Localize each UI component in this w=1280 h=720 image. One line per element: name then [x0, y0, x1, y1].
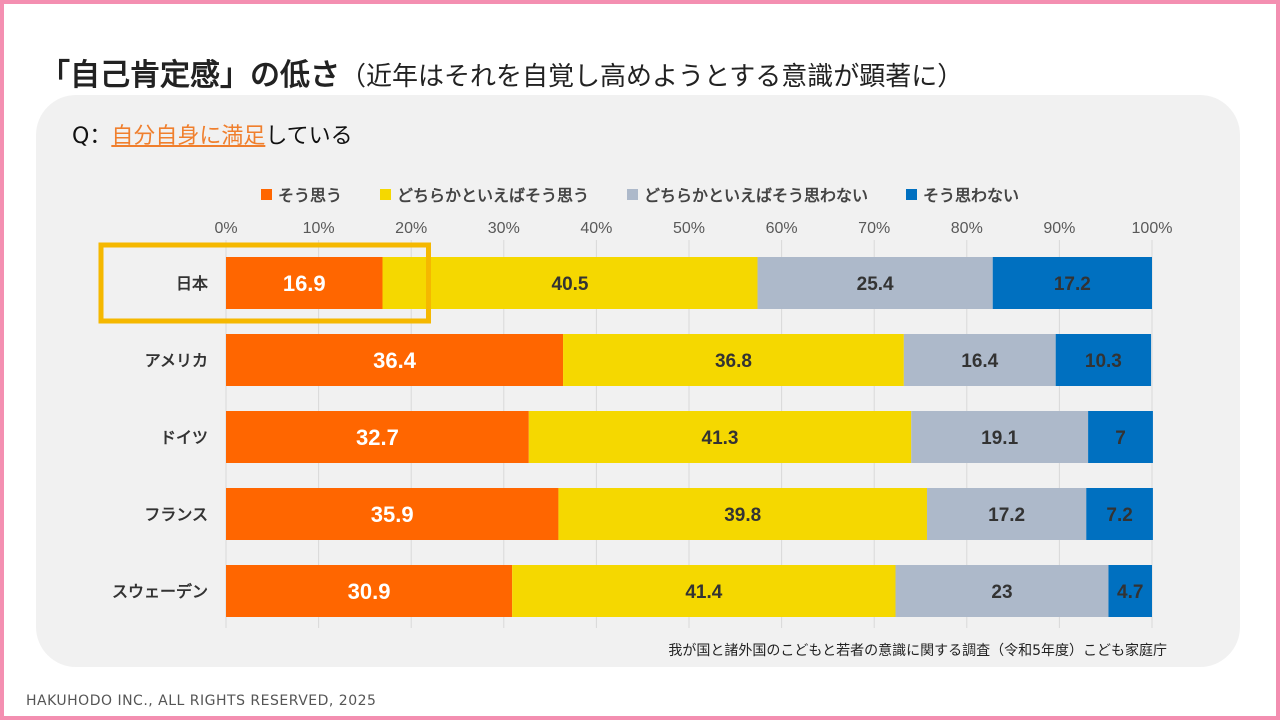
data-label: 41.3 — [702, 428, 739, 449]
legend-label-series-2: どちらかといえばそう思う — [396, 186, 589, 205]
category-label: 日本 — [176, 274, 208, 293]
legend-swatch-series-2 — [379, 188, 391, 200]
data-label: 4.7 — [1117, 582, 1143, 603]
legend-item-series-2: どちらかといえばそう思う — [379, 182, 589, 206]
question-text: Q：自分自身に満足している — [72, 118, 353, 150]
legend-item-series-1: そう思う — [260, 182, 342, 206]
bar-segment — [903, 334, 1056, 386]
data-label: 35.9 — [371, 502, 414, 527]
bar-segment — [226, 257, 383, 309]
x-tick-label: 10% — [303, 220, 335, 237]
data-label: 36.4 — [373, 348, 417, 373]
category-label: フランス — [144, 505, 208, 524]
category-label: ドイツ — [160, 428, 208, 447]
data-label: 39.8 — [724, 505, 761, 526]
legend-item-series-3: どちらかといえばそう思わない — [627, 182, 868, 206]
question-suffix: している — [265, 124, 353, 149]
x-tick-label: 90% — [1043, 220, 1075, 237]
bar-segment — [563, 334, 904, 386]
x-tick-label: 80% — [951, 220, 983, 237]
bar-segment — [512, 565, 896, 617]
x-tick-label: 100% — [1132, 220, 1173, 237]
legend-label-series-1: そう思う — [277, 186, 342, 205]
page-title-main: 「自己肯定感」の低さ — [40, 58, 340, 94]
data-label: 17.2 — [1054, 274, 1091, 295]
page-title-sub: （近年はそれを自覚し高めようとする意識が顕著に） — [340, 62, 964, 93]
data-label: 10.3 — [1085, 351, 1122, 372]
data-label: 30.9 — [348, 579, 391, 604]
bar-segment — [1055, 334, 1152, 386]
legend-item-series-4: そう思わない — [906, 182, 1019, 206]
bar-segment — [1088, 411, 1153, 463]
bar-segment — [558, 488, 927, 540]
x-tick-label: 70% — [858, 220, 890, 237]
bar-segment — [226, 488, 559, 540]
question-highlight: 自分自身に満足 — [111, 124, 266, 149]
x-tick-label: 20% — [395, 220, 427, 237]
data-label: 17.2 — [988, 505, 1025, 526]
chart-legend: そう思う どちらかといえばそう思う どちらかといえばそう思わない そう思わない — [0, 182, 1280, 206]
legend-swatch-series-1 — [260, 188, 272, 200]
data-label: 7 — [1115, 428, 1126, 449]
highlight-box — [98, 242, 431, 324]
data-label: 32.7 — [356, 425, 399, 450]
legend-swatch-series-4 — [906, 188, 918, 200]
data-label: 16.4 — [961, 351, 998, 372]
data-label: 25.4 — [857, 274, 894, 295]
category-label: アメリカ — [145, 351, 208, 370]
legend-label-series-3: どちらかといえばそう思わない — [644, 186, 869, 205]
x-tick-label: 40% — [580, 220, 612, 237]
category-label: スウェーデン — [112, 582, 208, 601]
bar-segment — [382, 257, 758, 309]
data-label: 36.8 — [715, 351, 752, 372]
x-tick-label: 60% — [766, 220, 798, 237]
x-tick-label: 30% — [488, 220, 520, 237]
data-label: 41.4 — [685, 582, 722, 603]
bar-segment — [992, 257, 1152, 309]
bar-segment — [895, 565, 1109, 617]
source-note: 我が国と諸外国のこどもと若者の意識に関する調査（令和5年度）こども家庭庁 — [668, 643, 1167, 659]
legend-swatch-series-3 — [627, 188, 638, 200]
bar-segment — [226, 411, 529, 463]
bar-segment — [226, 565, 513, 617]
data-label: 16.9 — [283, 271, 326, 296]
bar-segment — [226, 334, 564, 386]
legend-label-series-4: そう思わない — [923, 186, 1020, 205]
data-label: 23 — [991, 582, 1012, 603]
bar-segment — [528, 411, 912, 463]
bar-segment — [926, 488, 1087, 540]
x-tick-label: 0% — [214, 220, 237, 237]
question-prefix: Q： — [72, 124, 112, 149]
page-title: 「自己肯定感」の低さ（近年はそれを自覚し高めようとする意識が顕著に） — [40, 50, 963, 94]
bar-segment — [1086, 488, 1153, 540]
data-label: 7.2 — [1106, 505, 1132, 526]
bar-segment — [757, 257, 993, 309]
data-label: 19.1 — [981, 428, 1018, 449]
data-label: 40.5 — [552, 274, 589, 295]
x-tick-label: 50% — [673, 220, 705, 237]
copyright-notice: HAKUHODO INC., ALL RIGHTS RESERVED, 2025 — [26, 693, 377, 709]
bar-segment — [1108, 565, 1152, 617]
bar-segment — [911, 411, 1089, 463]
